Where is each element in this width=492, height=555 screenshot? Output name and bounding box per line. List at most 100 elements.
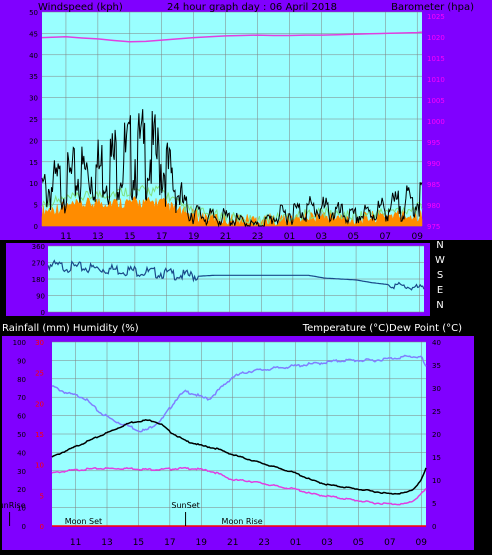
temp-x-tick-label: 03 <box>321 538 332 548</box>
temp-x-axis: 11 13 15 17 19 21 23 01 03 05 07 09 <box>70 538 427 548</box>
rainfall-tick-label: 30 <box>35 339 44 347</box>
astro-annotations: SunSet SunRise Moon Set Moon Rise <box>0 501 263 526</box>
humidity-tick-label: 50 <box>17 431 26 439</box>
wind-left-tick-label: 10 <box>29 180 38 188</box>
temperature-tick-label: 15 <box>432 454 441 462</box>
wind-left-tick-label: 5 <box>34 202 38 210</box>
dew-point-line <box>51 466 427 506</box>
humidity-tick-label: 20 <box>17 486 26 494</box>
direction-compass-label: S <box>437 270 443 281</box>
wind-left-tick-label: 45 <box>29 30 38 38</box>
windspeed-axis-label: Windspeed (kph) <box>38 2 123 13</box>
temperature-line <box>51 419 427 495</box>
wind-left-tick-label: 20 <box>29 137 38 145</box>
wind-left-tick-label: 35 <box>29 73 38 81</box>
temperature-tick-label: 35 <box>432 362 441 370</box>
rainfall-left-axis: 0 5 10 15 20 25 30 <box>35 339 44 531</box>
temperature-tick-label: 40 <box>432 339 441 347</box>
barometer-tick-label: 1015 <box>427 55 445 63</box>
windspeed-gust-line <box>41 109 423 228</box>
wind-left-tick-label: 15 <box>29 159 38 167</box>
rainfall-humidity-label: Rainfall (mm) Humidity (%) <box>2 323 139 334</box>
wind-left-tick-label: 50 <box>29 9 38 17</box>
wind-left-axis: 0 5 10 15 20 25 30 35 40 45 50 <box>29 9 38 231</box>
barometer-tick-label: 985 <box>427 181 440 189</box>
barometer-tick-label: 975 <box>427 223 440 231</box>
barometer-tick-label: 990 <box>427 160 440 168</box>
wind-x-axis: 11 13 15 17 19 21 23 01 03 05 07 09 <box>60 232 423 242</box>
barometer-tick-label: 1025 <box>427 13 445 21</box>
temperature-tick-label: 10 <box>432 477 441 485</box>
wind-x-tick-label: 17 <box>156 232 167 242</box>
temp-x-tick-label: 17 <box>164 538 175 548</box>
barometer-line <box>41 31 423 43</box>
wind-left-tick-label: 40 <box>29 52 38 60</box>
temp-x-tick-label: 05 <box>353 538 364 548</box>
direction-tick-label: 270 <box>32 260 45 268</box>
direction-compass-label: N <box>436 300 443 311</box>
wind-x-tick-label: 07 <box>380 232 391 242</box>
annotation-label: SunSet <box>171 501 199 510</box>
wind-x-tick-label: 03 <box>316 232 327 242</box>
wind-series-group <box>41 31 423 228</box>
wind-left-tick-label: 30 <box>29 95 38 103</box>
temp-x-tick-label: 09 <box>416 538 428 548</box>
temp-x-tick-label: 01 <box>290 538 301 548</box>
direction-tick-label: 90 <box>36 293 45 301</box>
barometer-right-axis: 975 980 985 990 995 1000 1005 1010 1015 1020 1025 <box>427 13 445 231</box>
rainfall-tick-label: 5 <box>40 492 44 500</box>
wind-x-tick-label: 15 <box>124 232 135 242</box>
annotation-label: SunRise <box>0 501 26 510</box>
rainfall-tick-label: 15 <box>35 431 44 439</box>
temp-x-tick-label: 13 <box>101 538 112 548</box>
barometer-tick-label: 1020 <box>427 34 445 42</box>
humidity-tick-label: 40 <box>17 449 26 457</box>
barometer-tick-label: 980 <box>427 202 440 210</box>
barometer-tick-label: 1005 <box>427 97 445 105</box>
direction-compass-label: N <box>436 240 443 251</box>
wind-x-tick-label: 01 <box>284 232 295 242</box>
rainfall-tick-label: 0 <box>40 523 44 531</box>
humidity-line <box>51 354 427 433</box>
barometer-tick-label: 995 <box>427 139 440 147</box>
wind-left-tick-label: 0 <box>34 223 38 231</box>
humidity-tick-label: 90 <box>17 357 26 365</box>
direction-series-group <box>47 259 425 291</box>
humidity-tick-label: 80 <box>17 376 26 384</box>
wind-x-tick-label: 23 <box>252 232 263 242</box>
wind-direction-line <box>47 259 425 291</box>
barometer-tick-label: 1010 <box>427 76 445 84</box>
rainfall-tick-label: 25 <box>35 370 44 378</box>
temperature-tick-label: 25 <box>432 408 441 416</box>
temperature-tick-label: 20 <box>432 431 441 439</box>
temperature-right-axis: 0 5 10 15 20 25 30 35 40 <box>432 339 441 531</box>
wind-x-tick-label: 19 <box>188 232 200 242</box>
wind-x-tick-label: 05 <box>348 232 359 242</box>
rainfall-tick-label: 20 <box>35 400 44 408</box>
temperature-dewpoint-label: Temperature (°C)Dew Point (°C) <box>302 323 462 334</box>
humidity-tick-label: 100 <box>13 339 26 347</box>
direction-compass-label: W <box>435 255 445 266</box>
wind-panel-grid <box>42 11 422 227</box>
temp-x-tick-label: 19 <box>196 538 208 548</box>
direction-compass-label: E <box>437 285 443 296</box>
barometer-axis-label: Barometer (hpa) <box>391 2 474 13</box>
wind-x-tick-label: 21 <box>220 232 231 242</box>
direction-left-axis: 0 90 180 270 360 <box>32 243 45 317</box>
humidity-tick-label: 10 <box>17 505 26 513</box>
wind-left-tick-label: 25 <box>29 116 38 124</box>
humidity-tick-label: 0 <box>22 523 26 531</box>
wind-x-tick-label: 09 <box>411 232 423 242</box>
temperature-tick-label: 0 <box>432 523 436 531</box>
annotation-label: Moon Rise <box>222 517 263 526</box>
direction-tick-label: 360 <box>32 243 45 251</box>
temp-x-tick-label: 07 <box>384 538 395 548</box>
temperature-tick-label: 30 <box>432 385 441 393</box>
humidity-tick-label: 70 <box>17 394 26 402</box>
humidity-tick-label: 60 <box>17 413 26 421</box>
temp-x-tick-label: 11 <box>70 538 81 548</box>
temp-x-tick-label: 21 <box>227 538 238 548</box>
temp-series-group <box>51 354 427 527</box>
